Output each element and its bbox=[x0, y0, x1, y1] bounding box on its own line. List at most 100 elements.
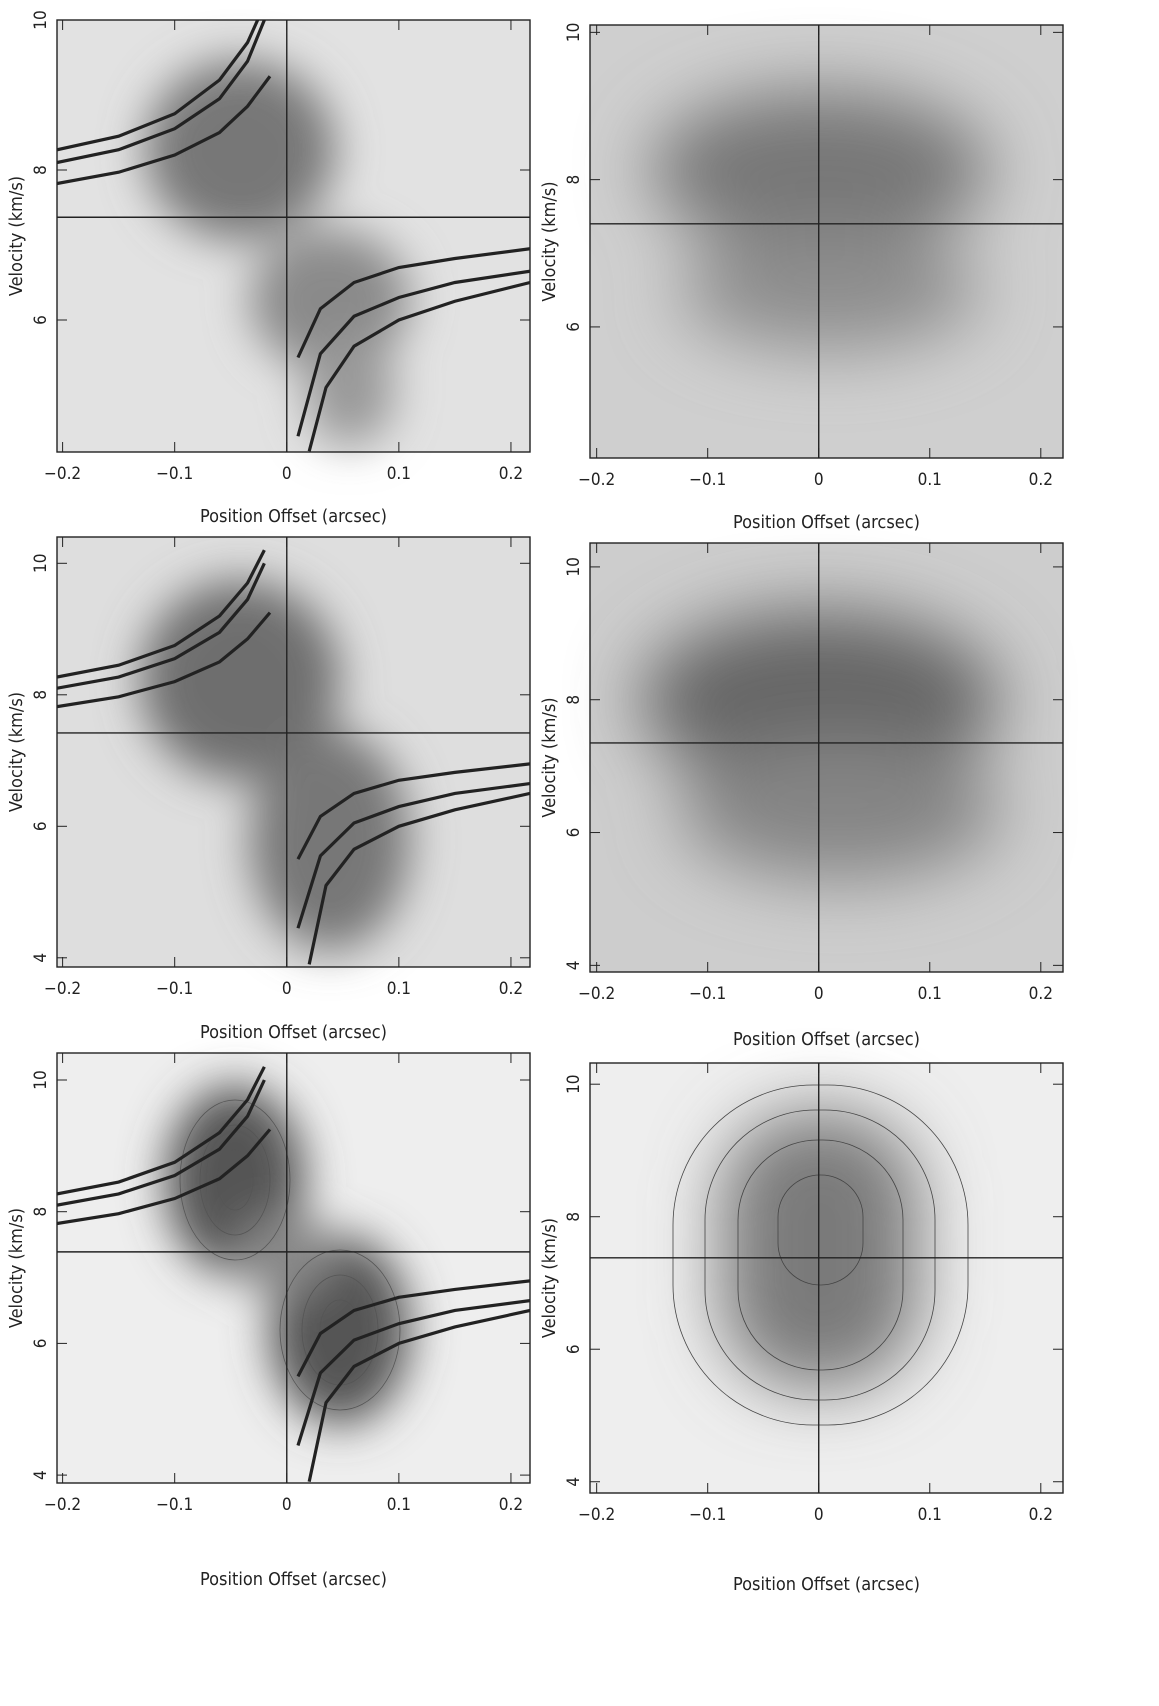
x-tick-label: −0.2 bbox=[578, 1505, 615, 1525]
plot-area bbox=[57, 1053, 530, 1483]
model-curve bbox=[57, 1079, 266, 1207]
y-tick-label: 4 bbox=[31, 953, 51, 963]
x-tick-label: 0.1 bbox=[918, 470, 942, 490]
y-tick-label: 4 bbox=[564, 1477, 584, 1487]
x-axis-label: Position Offset (arcsec) bbox=[733, 512, 920, 533]
x-tick-label: −0.1 bbox=[689, 1505, 726, 1525]
x-tick-label: −0.2 bbox=[44, 979, 81, 999]
x-tick-label: −0.1 bbox=[689, 984, 726, 1004]
y-axis-label: Velocity (km/s) bbox=[6, 176, 27, 296]
x-tick-label: −0.1 bbox=[156, 1495, 193, 1515]
model-curve bbox=[296, 269, 530, 437]
x-tick-label: −0.2 bbox=[578, 984, 615, 1004]
plot-area bbox=[57, 20, 530, 452]
y-tick-label: 4 bbox=[31, 1470, 51, 1480]
plot-frame bbox=[56, 1052, 531, 1484]
model-curve bbox=[57, 611, 272, 709]
x-tick-label: −0.1 bbox=[156, 464, 193, 484]
y-tick-label: 6 bbox=[564, 828, 584, 838]
y-tick-label: 6 bbox=[31, 1339, 51, 1349]
y-tick-label: 6 bbox=[31, 315, 51, 325]
emission bbox=[720, 1110, 920, 1390]
model-curve bbox=[57, 20, 266, 165]
plot-frame bbox=[589, 1062, 1064, 1494]
y-tick-label: 10 bbox=[31, 554, 51, 573]
x-tick-label: 0.1 bbox=[918, 984, 942, 1004]
model-curve bbox=[296, 1279, 530, 1378]
y-tick-label: 8 bbox=[31, 1207, 51, 1217]
plot-area bbox=[57, 537, 530, 967]
model-curve bbox=[57, 1128, 272, 1226]
model-curve bbox=[296, 781, 530, 929]
model-curve bbox=[307, 1308, 530, 1483]
y-tick-label: 8 bbox=[564, 695, 584, 705]
plot-area bbox=[590, 25, 1063, 458]
x-axis-label: Position Offset (arcsec) bbox=[733, 1029, 920, 1050]
y-tick-label: 8 bbox=[31, 165, 51, 175]
x-tick-label: 0 bbox=[282, 1495, 292, 1515]
emission bbox=[140, 580, 410, 950]
x-tick-label: 0 bbox=[814, 1505, 824, 1525]
plot-frame bbox=[589, 542, 1064, 973]
x-tick-label: −0.1 bbox=[689, 470, 726, 490]
model-curve bbox=[307, 791, 530, 965]
model-curve bbox=[57, 1066, 266, 1196]
plot-area bbox=[590, 543, 1063, 972]
emission bbox=[650, 90, 990, 350]
emission bbox=[165, 1085, 410, 1425]
y-axis-label: Velocity (km/s) bbox=[539, 181, 560, 301]
model-curve bbox=[307, 280, 530, 452]
plot-frame bbox=[56, 19, 531, 453]
model-curve bbox=[296, 247, 530, 359]
x-tick-label: 0.1 bbox=[918, 1505, 942, 1525]
y-tick-label: 10 bbox=[564, 557, 584, 576]
y-tick-label: 8 bbox=[31, 690, 51, 700]
model-curve bbox=[296, 762, 530, 860]
x-tick-label: −0.2 bbox=[578, 470, 615, 490]
model-curve bbox=[57, 549, 266, 679]
y-axis-label: Velocity (km/s) bbox=[6, 692, 27, 812]
x-tick-label: −0.1 bbox=[156, 979, 193, 999]
x-tick-label: −0.2 bbox=[44, 1495, 81, 1515]
model-curve bbox=[57, 20, 260, 152]
x-tick-label: 0.2 bbox=[1029, 1505, 1053, 1525]
y-tick-label: 6 bbox=[564, 322, 584, 332]
plot-frame bbox=[589, 24, 1064, 459]
y-tick-label: 10 bbox=[564, 23, 584, 42]
y-tick-label: 10 bbox=[564, 1074, 584, 1093]
y-tick-label: 10 bbox=[31, 10, 51, 29]
plot-area bbox=[590, 1063, 1063, 1493]
y-tick-label: 4 bbox=[564, 960, 584, 970]
y-tick-label: 10 bbox=[31, 1070, 51, 1089]
y-tick-label: 6 bbox=[564, 1344, 584, 1354]
emission bbox=[145, 60, 410, 445]
x-tick-label: 0.2 bbox=[499, 1495, 523, 1515]
x-tick-label: 0 bbox=[282, 979, 292, 999]
model-curve bbox=[57, 75, 272, 186]
x-axis-label: Position Offset (arcsec) bbox=[200, 1569, 387, 1590]
contours bbox=[672, 1084, 969, 1426]
x-tick-label: 0.1 bbox=[387, 464, 411, 484]
y-axis-label: Velocity (km/s) bbox=[6, 1208, 27, 1328]
x-tick-label: 0 bbox=[814, 984, 824, 1004]
x-axis-label: Position Offset (arcsec) bbox=[733, 1574, 920, 1595]
x-axis-label: Position Offset (arcsec) bbox=[200, 506, 387, 527]
y-tick-label: 6 bbox=[31, 821, 51, 831]
emission bbox=[640, 610, 1000, 880]
y-tick-label: 8 bbox=[564, 175, 584, 185]
y-axis-label: Velocity (km/s) bbox=[539, 697, 560, 817]
y-tick-label: 8 bbox=[564, 1212, 584, 1222]
plot-frame bbox=[56, 536, 531, 968]
intensity-images bbox=[57, 20, 1063, 1493]
x-tick-label: 0.2 bbox=[1029, 470, 1053, 490]
x-tick-label: 0.2 bbox=[499, 464, 523, 484]
x-tick-label: 0.2 bbox=[1029, 984, 1053, 1004]
y-axis-label: Velocity (km/s) bbox=[539, 1218, 560, 1338]
x-tick-label: 0.1 bbox=[387, 979, 411, 999]
model-curve bbox=[57, 562, 266, 690]
x-tick-label: −0.2 bbox=[44, 464, 81, 484]
x-axis-label: Position Offset (arcsec) bbox=[200, 1022, 387, 1043]
x-tick-label: 0 bbox=[282, 464, 292, 484]
x-tick-label: 0.2 bbox=[499, 979, 523, 999]
